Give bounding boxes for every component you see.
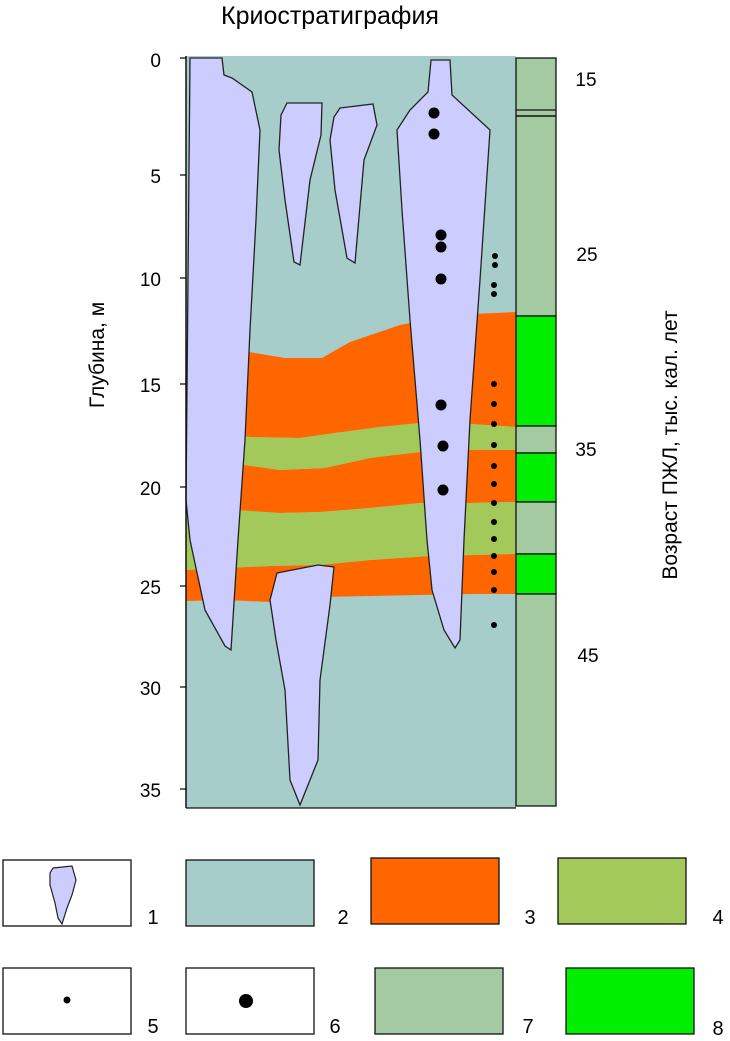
depth-tick-label: 0 [150, 51, 161, 72]
ice-wedge-icon [49, 865, 77, 926]
age-column-pale-bottom [515, 593, 557, 807]
age-axis: 15 25 35 45 Возраст ПЖЛ, тыс. кал. лет [575, 70, 682, 667]
depth-axis: 0 5 10 15 20 25 30 35 Глубина, м [86, 51, 186, 802]
small-dot [491, 569, 497, 575]
depth-tick-label: 15 [140, 376, 161, 397]
legend-number: 3 [524, 907, 535, 929]
ice-wedge-bottom [269, 564, 335, 807]
small-dot [491, 442, 497, 448]
large-dot [437, 440, 449, 452]
legend-number: 4 [712, 907, 723, 929]
depth-axis-label: Глубина, м [86, 302, 109, 408]
legend-number: 2 [337, 907, 348, 929]
small-dot-samples [491, 253, 498, 628]
age-column-bright-3 [515, 553, 557, 595]
age-column-pale-3 [515, 501, 557, 555]
depth-tick-label: 5 [150, 167, 161, 188]
age-column-pale-2 [515, 425, 557, 454]
depth-tick-label: 20 [140, 479, 161, 500]
small-dot [492, 262, 498, 268]
large-dot [435, 241, 447, 253]
legend-number: 8 [712, 1018, 723, 1040]
legend-number: 5 [147, 1016, 158, 1038]
ice-wedge-small-2 [329, 103, 378, 265]
legend-number: 7 [522, 1016, 533, 1038]
age-tick-label: 15 [575, 70, 596, 91]
small-dot-icon [63, 996, 71, 1004]
large-dot-icon [239, 994, 253, 1008]
orange-layer-swatch [370, 857, 500, 925]
ice-wedge-small-1 [278, 102, 323, 266]
ice-wedge-right-large [396, 59, 491, 650]
age-tick-label: 25 [576, 245, 597, 266]
age-column-pale-top [515, 57, 557, 317]
small-dot [491, 481, 497, 487]
small-dot [491, 622, 497, 628]
small-dot [491, 401, 497, 407]
large-dot-samples [428, 107, 449, 496]
small-dot [491, 463, 497, 469]
legend: 1 2 3 4 5 6 7 8 [2, 857, 724, 1040]
small-dot [491, 421, 497, 427]
large-dot [428, 107, 440, 119]
small-dot [491, 500, 497, 506]
bright-green-swatch [565, 967, 695, 1035]
legend-number: 1 [147, 907, 158, 929]
age-column-bright-1 [515, 315, 557, 427]
age-tick-label: 45 [577, 646, 598, 667]
host-sediment-swatch [185, 859, 315, 927]
large-dot [435, 273, 447, 285]
large-dot [428, 128, 440, 140]
large-dot [435, 229, 447, 241]
pale-green-swatch [374, 967, 504, 1035]
large-dot [437, 484, 449, 496]
small-dot [491, 519, 497, 525]
age-column-bright-2 [515, 452, 557, 503]
depth-tick-label: 25 [140, 578, 161, 599]
small-dot [491, 282, 497, 288]
depth-tick-label: 35 [140, 781, 161, 802]
age-column [515, 57, 557, 807]
figure-title: Криостратиграфия [221, 2, 439, 30]
small-dot [491, 536, 497, 542]
age-axis-label: Возраст ПЖЛ, тыс. кал. лет [659, 310, 682, 580]
small-dot [491, 553, 497, 559]
small-dot [491, 381, 497, 387]
legend-number: 6 [329, 1016, 340, 1038]
small-dot [492, 253, 498, 259]
depth-tick-label: 30 [140, 679, 161, 700]
ice-wedge-left-large [185, 57, 261, 652]
age-tick-label: 35 [575, 440, 596, 461]
small-dot [491, 587, 497, 593]
depth-tick-label: 10 [140, 270, 161, 291]
large-dot [435, 399, 447, 411]
small-dot [491, 291, 497, 297]
olive-layer-swatch [557, 857, 687, 925]
